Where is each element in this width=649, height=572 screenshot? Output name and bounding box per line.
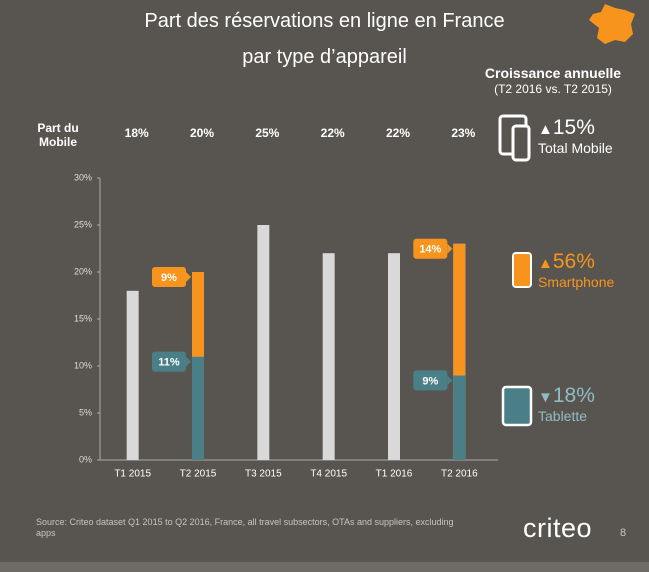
growth-period: (T2 2016 vs. T2 2015) — [494, 82, 612, 96]
growth-label: Total Mobile — [538, 140, 613, 156]
share-value: 20% — [190, 126, 214, 140]
bar — [453, 375, 466, 460]
bar — [126, 290, 139, 460]
mobile-icon — [498, 114, 531, 162]
y-tick-label: 30% — [74, 172, 92, 182]
share-value: 22% — [386, 126, 410, 140]
page-number: 8 — [620, 527, 627, 539]
bar — [388, 253, 400, 460]
value-label: 14% — [419, 244, 441, 256]
growth-item: ▲56% Smartphone — [538, 250, 614, 290]
bottom-strip — [0, 562, 649, 572]
growth-change: 18% — [552, 384, 595, 407]
value-label-box — [413, 238, 448, 259]
y-tick-label: 5% — [79, 407, 92, 417]
growth-label: Smartphone — [538, 274, 615, 290]
subtitle: par type d’appareil — [242, 46, 407, 68]
value-label-pointer — [186, 356, 191, 367]
value-label-pointer — [447, 243, 453, 254]
growth-label: Tablette — [538, 408, 588, 424]
tablet-icon — [501, 385, 533, 427]
chart: 0% 5% 10% 15% 20% 25% 30% T1 2015 18% T2 2015 20% 1… — [74, 114, 533, 480]
value-label: 11% — [158, 357, 180, 369]
share-value: 22% — [321, 126, 345, 140]
france-map — [589, 4, 635, 44]
growth-change: 15% — [552, 116, 595, 139]
source: Source: Criteo dataset Q1 2015 to Q2 201… — [36, 517, 454, 538]
y-tick-label: 20% — [74, 266, 92, 276]
growth-row: ▼18% — [538, 384, 595, 408]
y-tick-label: 0% — [79, 454, 92, 464]
bar — [192, 356, 204, 460]
x-tick-label: T1 2016 — [376, 469, 413, 480]
x-tick-label: T1 2015 — [114, 469, 151, 480]
bar — [453, 243, 466, 376]
growth-item: ▲15% Total Mobile — [538, 116, 613, 156]
share-value: 18% — [125, 126, 149, 140]
value-label-box — [413, 370, 448, 391]
share-value: 25% — [255, 126, 279, 140]
smartphone-icon — [512, 252, 532, 288]
growth-direction: ▲ — [538, 255, 553, 272]
x-tick-label: T3 2015 — [245, 469, 282, 480]
bar — [322, 253, 335, 460]
growth-change: 56% — [552, 250, 595, 273]
bar — [257, 225, 270, 460]
x-tick-label: T2 2016 — [441, 469, 478, 480]
growth-direction: ▲ — [538, 121, 553, 138]
y-tick-label: 25% — [74, 219, 92, 229]
value-label: 9% — [161, 272, 177, 284]
growth-direction: ▼ — [538, 389, 553, 406]
bar — [192, 272, 204, 357]
growth-row: ▲15% — [538, 116, 613, 140]
share-label: Part du Mobile — [37, 121, 79, 149]
value-label-box — [152, 351, 186, 372]
value-label-box — [152, 267, 186, 287]
title: Part des réservations en ligne en France — [144, 10, 505, 32]
value-label-pointer — [447, 375, 453, 386]
share-value: 23% — [451, 126, 475, 140]
brand-logo: criteo — [523, 513, 593, 543]
growth-title: Croissance annuelle — [484, 65, 622, 81]
value-label: 9% — [422, 375, 438, 387]
x-tick-label: T2 2015 — [180, 469, 217, 480]
value-label-pointer — [186, 272, 191, 282]
growth-item: ▼18% Tablette — [538, 384, 595, 424]
y-tick-label: 15% — [74, 313, 92, 323]
growth-row: ▲56% — [538, 250, 614, 274]
y-tick-label: 10% — [74, 360, 92, 370]
x-tick-label: T4 2015 — [310, 469, 347, 480]
